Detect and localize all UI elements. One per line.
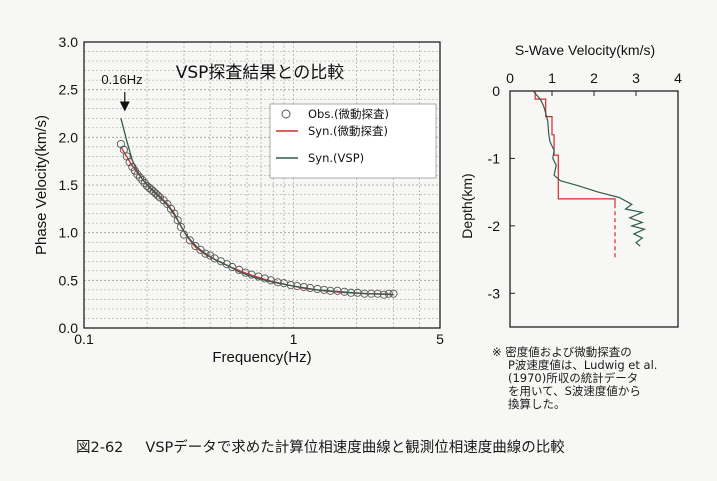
data-point bbox=[191, 241, 200, 251]
data-point bbox=[206, 251, 215, 260]
data-point bbox=[320, 285, 329, 294]
data-point bbox=[373, 289, 382, 298]
data-point bbox=[340, 287, 349, 296]
s-wave-velocity-chart: 0 1 2 3 4 0 -1 -2 -3 S-Wave Velocity(km/s) Depth… bbox=[459, 42, 683, 328]
x-tick-label: 1 bbox=[290, 331, 298, 347]
footnote-line: ※ 密度値および微動探査の bbox=[492, 345, 632, 359]
left-legend: Obs.(微動探査) Syn.(微動探査) Syn.(VSP) bbox=[269, 103, 437, 179]
x-tick-label: 3 bbox=[632, 70, 640, 86]
data-point bbox=[299, 282, 308, 292]
data-point bbox=[286, 281, 295, 290]
phase-velocity-chart: 0.1 1 5 0.0 0.5 1.0 1.5 2.0 2.5 3.0 VSP探査結果との比較 F… bbox=[33, 34, 444, 366]
data-point bbox=[379, 290, 388, 299]
data-point bbox=[176, 222, 185, 231]
data-point bbox=[185, 236, 194, 245]
data-point bbox=[273, 278, 282, 287]
data-point bbox=[179, 230, 189, 239]
y-tick-label: 2.5 bbox=[59, 82, 79, 98]
y-tick-label: 1.5 bbox=[59, 177, 79, 193]
y-tick-label: 3.0 bbox=[59, 34, 79, 50]
annotation-arrow-head bbox=[119, 101, 130, 112]
right-y-axis-label: Depth(km) bbox=[459, 173, 475, 238]
legend-box bbox=[269, 103, 437, 179]
profile-line bbox=[532, 90, 647, 247]
y-tick-label: 0.0 bbox=[59, 320, 79, 336]
left-chart-title: VSP探査結果との比較 bbox=[176, 63, 345, 83]
profile-line bbox=[534, 91, 616, 205]
x-tick-label: 4 bbox=[674, 70, 682, 86]
data-point bbox=[138, 176, 147, 185]
y-tick-label: -2 bbox=[488, 218, 501, 234]
left-plot-frame bbox=[83, 41, 441, 329]
x-tick-label: 1 bbox=[548, 70, 556, 86]
data-point bbox=[119, 145, 128, 154]
annotation-label: 0.16Hz bbox=[101, 72, 142, 87]
figure-caption-text: VSPデータで求めた計算位相速度曲線と観測位相速度曲線の比較 bbox=[145, 440, 565, 456]
data-point bbox=[125, 158, 134, 167]
data-point bbox=[241, 268, 250, 277]
data-point bbox=[228, 262, 237, 272]
data-point bbox=[201, 249, 210, 258]
x-tick-label: 0.1 bbox=[74, 331, 94, 347]
right-plot-frame bbox=[509, 90, 679, 328]
y-tick-label: 1.0 bbox=[59, 225, 79, 241]
data-point bbox=[153, 191, 162, 200]
figure-number: 図2-62 bbox=[76, 440, 124, 456]
data-point bbox=[135, 173, 145, 182]
data-point bbox=[346, 288, 356, 297]
data-point bbox=[170, 209, 179, 218]
data-point bbox=[140, 179, 149, 188]
legend-label: Syn.(VSP) bbox=[308, 151, 364, 165]
footnote-line: (1970)所収の統計データ bbox=[508, 371, 639, 385]
left-series bbox=[116, 118, 398, 299]
legend-label: Obs.(微動探査) bbox=[308, 107, 389, 121]
figure-caption: 図2-62 VSPデータで求めた計算位相速度曲線と観測位相速度曲線の比較 bbox=[76, 436, 587, 457]
legend-marker bbox=[281, 109, 291, 119]
legend-label: Syn.(微動探査) bbox=[308, 124, 388, 138]
x-tick-label: 0 bbox=[506, 70, 514, 86]
left-y-axis-label: Phase Velocity(km/s) bbox=[33, 115, 50, 255]
data-point bbox=[367, 289, 376, 298]
data-point bbox=[133, 170, 142, 179]
x-tick-label: 5 bbox=[436, 331, 444, 347]
left-tick-labels: 0.1 1 5 0.0 0.5 1.0 1.5 2.0 2.5 3.0 bbox=[59, 34, 445, 347]
footnote-line: 換算した。 bbox=[508, 397, 566, 411]
y-tick-label: -3 bbox=[488, 285, 501, 301]
left-x-axis-label: Frequency(Hz) bbox=[212, 349, 311, 366]
data-point bbox=[384, 289, 393, 298]
y-tick-label: 2.0 bbox=[59, 129, 79, 145]
y-tick-label: 0 bbox=[492, 83, 500, 99]
frequency-annotation: 0.16Hz bbox=[101, 72, 143, 112]
y-tick-label: -1 bbox=[488, 150, 501, 166]
data-point bbox=[389, 289, 398, 298]
footnote-line: P波速度値は、Ludwig et al. bbox=[508, 358, 658, 372]
x-tick-label: 2 bbox=[590, 70, 598, 86]
right-series bbox=[532, 90, 647, 259]
y-tick-label: 0.5 bbox=[59, 272, 79, 288]
right-chart-title: S-Wave Velocity(km/s) bbox=[515, 42, 655, 58]
footnote-line: を用いて、S波速度値から bbox=[508, 384, 641, 398]
right-tick-labels: 0 1 2 3 4 0 -1 -2 -3 bbox=[488, 70, 683, 301]
data-point bbox=[260, 274, 269, 283]
data-point bbox=[173, 216, 182, 225]
footnote: ※ 密度値および微動探査の P波速度値は、Ludwig et al. (1970… bbox=[492, 346, 707, 411]
